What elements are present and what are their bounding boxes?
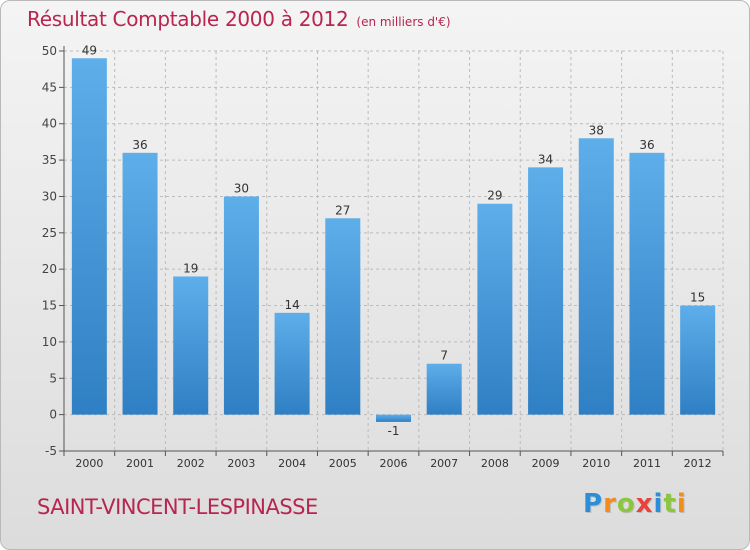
bar-value-label: 27 [335,203,350,217]
bar-value-label: 36 [639,138,654,152]
x-tick-label: 2008 [481,457,509,470]
bar-2002 [173,276,209,415]
y-tick-label: 50 [42,44,57,58]
bars [71,58,716,422]
bar-value-label: -1 [388,424,400,438]
bar-2001 [122,152,158,415]
logo-letter: o [616,489,636,519]
bar-2004 [274,312,310,415]
chart-title: Résultat Comptable 2000 à 2012 (en millie… [27,7,451,31]
logo-letter: t [663,489,677,519]
x-tick-label: 2004 [278,457,306,470]
x-tick-label: 2009 [532,457,560,470]
x-tick-label: 2006 [380,457,408,470]
bar-2005 [325,218,361,415]
x-tick-label: 2011 [633,457,661,470]
bar-value-label: 15 [690,291,705,305]
chart-main-title: Résultat Comptable 2000 à 2012 [27,7,349,31]
x-tick-label: 2001 [126,457,154,470]
logo-letter: P [583,489,604,519]
y-tick-label: 35 [42,153,57,167]
y-tick-label: 20 [42,262,57,276]
grid-lines [63,50,724,452]
x-tick-label: 2012 [684,457,712,470]
bar-value-label: 19 [183,261,198,275]
y-tick-label: 5 [49,371,57,385]
bar-2003 [223,196,259,415]
bar-value-label: 29 [487,189,502,203]
chart-subtitle: (en milliers d'€) [356,15,451,29]
axes [59,46,724,456]
x-tick-label: 2003 [227,457,255,470]
y-tick-label: 0 [49,408,57,422]
y-tick-label: 40 [42,117,57,131]
bar-2008 [477,203,513,415]
x-tick-label: 2010 [582,457,610,470]
bar-2007 [426,363,462,415]
x-tick-label: 2005 [329,457,357,470]
proxiti-logo: Proxiti [583,489,687,519]
x-tick-label: 2002 [177,457,205,470]
bar-2010 [578,138,614,415]
labels: -5 0 5 10 15 20 25 30 35 40 45 50 49 2000 36 2001 19 2002… [42,43,712,470]
logo-letter: i [676,489,687,519]
bar-value-label: 49 [82,43,97,57]
bar-2000 [71,58,107,415]
y-tick-label: 45 [42,80,57,94]
y-tick-label: 25 [42,226,57,240]
bar-2011 [629,152,665,415]
y-tick-label: 30 [42,189,57,203]
bar-2009 [528,167,564,415]
bar-value-label: 7 [440,349,448,363]
x-tick-label: 2007 [430,457,458,470]
bar-value-label: 14 [284,298,299,312]
y-tick-label: 10 [42,335,57,349]
y-tick-label: 15 [42,299,57,313]
town-name: SAINT-VINCENT-LESPINASSE [37,495,318,519]
bar-value-label: 38 [589,123,604,137]
logo-letter: r [603,489,617,519]
logo-letter: x [635,489,654,519]
bar-2012 [680,305,716,415]
y-tick-label: -5 [45,444,57,458]
bar-2006 [376,414,411,422]
bar-value-label: 34 [538,152,553,166]
bar-value-label: 30 [234,181,249,195]
bar-value-label: 36 [132,138,147,152]
logo-letter: i [653,489,664,519]
x-tick-label: 2000 [75,457,103,470]
